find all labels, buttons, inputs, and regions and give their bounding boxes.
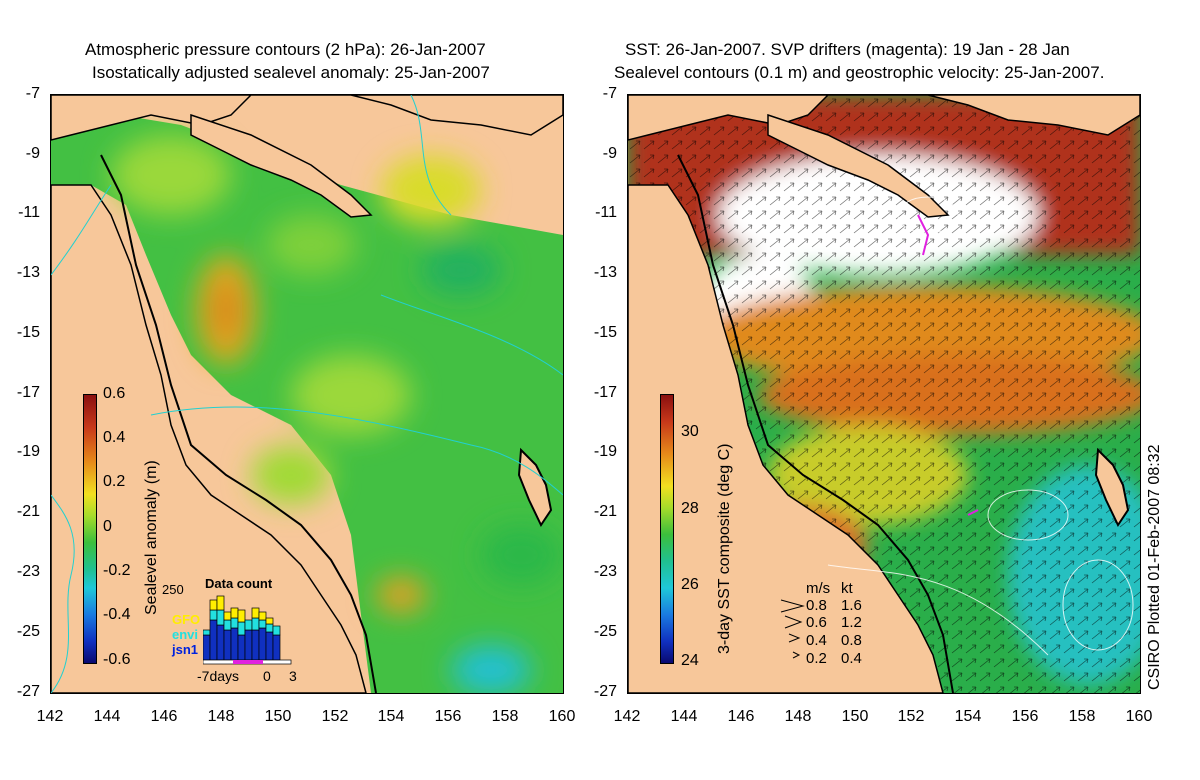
lon-tick: 158 bbox=[1068, 708, 1096, 725]
velocity-key-ms: 0.4 bbox=[806, 632, 827, 649]
inset-title: Data count bbox=[205, 576, 273, 591]
lat-tick: -9 bbox=[602, 145, 617, 162]
sealevel-anomaly-field bbox=[51, 95, 563, 693]
lat-tick: -13 bbox=[593, 264, 617, 281]
lat-tick: -7 bbox=[25, 85, 40, 102]
cbar-tick: 0.6 bbox=[103, 385, 126, 402]
cbar-tick: 0.4 bbox=[103, 429, 126, 446]
lat-tick: -17 bbox=[16, 384, 40, 401]
inset-ymax: 250 bbox=[162, 582, 184, 597]
sst-map bbox=[627, 94, 1141, 694]
lat-tick: -19 bbox=[593, 443, 617, 460]
cbar-tick: -0.6 bbox=[103, 651, 131, 668]
lon-tick: 142 bbox=[36, 708, 64, 725]
lat-tick: -19 bbox=[16, 443, 40, 460]
sealevel-colorbar-label: Sealevel anomaly (m) bbox=[143, 460, 160, 615]
lon-tick: 156 bbox=[434, 708, 462, 725]
lon-tick: 160 bbox=[1125, 708, 1153, 725]
velocity-key-kt: 1.6 bbox=[841, 597, 862, 614]
sst-field bbox=[628, 95, 1140, 693]
lat-tick: -17 bbox=[593, 384, 617, 401]
left-title-line1: Atmospheric pressure contours (2 hPa): 2… bbox=[85, 40, 486, 59]
lon-tick: 156 bbox=[1011, 708, 1039, 725]
cbar-tick: 0 bbox=[103, 518, 112, 535]
lat-tick: -25 bbox=[593, 623, 617, 640]
right-title-line1: SST: 26-Jan-2007. SVP drifters (magenta)… bbox=[625, 40, 1070, 59]
lat-tick: -27 bbox=[593, 683, 617, 700]
right-title-line2: Sealevel contours (0.1 m) and geostrophi… bbox=[614, 63, 1105, 82]
plot-timestamp: CSIRO Plotted 01-Feb-2007 08:32 bbox=[1146, 444, 1163, 690]
cbar-tick: -0.2 bbox=[103, 562, 131, 579]
velocity-key-kt: 0.4 bbox=[841, 650, 862, 667]
lon-tick: 146 bbox=[150, 708, 178, 725]
lat-tick: -15 bbox=[593, 324, 617, 341]
sat-envi: envi bbox=[172, 627, 199, 642]
inset-xtick-zero: 0 bbox=[263, 668, 271, 684]
lat-tick: -21 bbox=[593, 503, 617, 520]
cbar-tick: 30 bbox=[681, 423, 699, 440]
velocity-key-ms: 0.6 bbox=[806, 614, 827, 631]
lat-tick: -11 bbox=[595, 204, 617, 221]
lon-tick: 142 bbox=[613, 708, 641, 725]
data-count-histogram bbox=[203, 595, 292, 665]
inset-xtick-start: -7days bbox=[197, 668, 240, 684]
lon-tick: 152 bbox=[897, 708, 925, 725]
cbar-tick: 26 bbox=[681, 576, 699, 593]
velocity-key-header-ms: m/s bbox=[806, 580, 831, 597]
lat-tick: -21 bbox=[16, 503, 40, 520]
sat-jsn1: jsn1 bbox=[172, 642, 199, 657]
sealevel-colorbar bbox=[83, 394, 97, 664]
lon-tick: 144 bbox=[670, 708, 698, 725]
lon-tick: 154 bbox=[377, 708, 405, 725]
lat-tick: -7 bbox=[602, 85, 617, 102]
lon-tick: 158 bbox=[491, 708, 519, 725]
lon-tick: 146 bbox=[727, 708, 755, 725]
cbar-tick: 0.2 bbox=[103, 473, 126, 490]
lat-tick: -23 bbox=[16, 563, 40, 580]
lat-tick: -23 bbox=[593, 563, 617, 580]
cbar-tick: -0.4 bbox=[103, 606, 131, 623]
sealevel-anomaly-map bbox=[50, 94, 564, 694]
lat-tick: -11 bbox=[18, 204, 40, 221]
lat-tick: -15 bbox=[16, 324, 40, 341]
cbar-tick: 24 bbox=[681, 652, 699, 669]
lon-tick: 150 bbox=[841, 708, 869, 725]
lon-tick: 144 bbox=[93, 708, 121, 725]
lon-tick: 154 bbox=[954, 708, 982, 725]
velocity-key-ms: 0.2 bbox=[806, 650, 827, 667]
velocity-key-ms: 0.8 bbox=[806, 597, 827, 614]
velocity-key-kt: 0.8 bbox=[841, 632, 862, 649]
lat-tick: -27 bbox=[16, 683, 40, 700]
lon-tick: 152 bbox=[321, 708, 349, 725]
lon-tick: 160 bbox=[548, 708, 576, 725]
velocity-key-kt: 1.2 bbox=[841, 614, 862, 631]
lat-tick: -25 bbox=[16, 623, 40, 640]
lat-tick: -13 bbox=[16, 264, 40, 281]
velocity-key-header-kt: kt bbox=[841, 580, 853, 597]
sst-colorbar-label: 3-day SST composite (deg C) bbox=[716, 443, 733, 654]
sst-colorbar bbox=[660, 394, 674, 664]
sat-gfo: GFO bbox=[172, 612, 201, 627]
lon-tick: 150 bbox=[264, 708, 292, 725]
inset-xtick-end: 3 bbox=[289, 668, 297, 684]
lon-tick: 148 bbox=[784, 708, 812, 725]
cbar-tick: 28 bbox=[681, 500, 699, 517]
left-title-line2: Isostatically adjusted sealevel anomaly:… bbox=[92, 63, 490, 82]
lon-tick: 148 bbox=[207, 708, 235, 725]
lat-tick: -9 bbox=[25, 145, 40, 162]
velocity-key-arrows bbox=[780, 599, 805, 659]
